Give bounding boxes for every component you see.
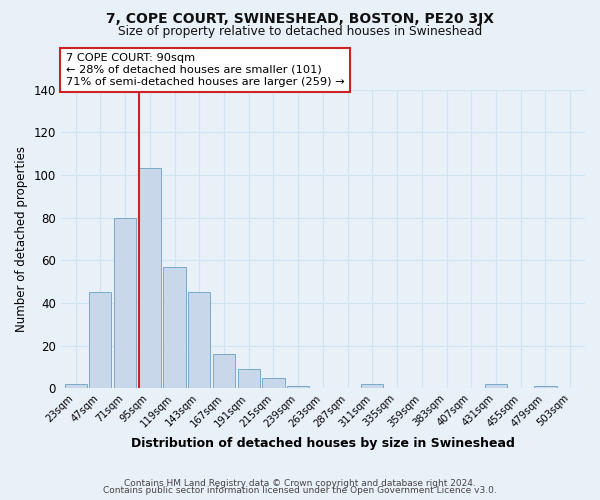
Y-axis label: Number of detached properties: Number of detached properties — [15, 146, 28, 332]
Bar — [213, 354, 235, 388]
Text: 7 COPE COURT: 90sqm
← 28% of detached houses are smaller (101)
71% of semi-detac: 7 COPE COURT: 90sqm ← 28% of detached ho… — [66, 54, 344, 86]
Text: Contains public sector information licensed under the Open Government Licence v3: Contains public sector information licen… — [103, 486, 497, 495]
Bar — [485, 384, 507, 388]
Bar — [238, 369, 260, 388]
Bar — [163, 266, 185, 388]
Text: Contains HM Land Registry data © Crown copyright and database right 2024.: Contains HM Land Registry data © Crown c… — [124, 478, 476, 488]
Bar — [361, 384, 383, 388]
Text: 7, COPE COURT, SWINESHEAD, BOSTON, PE20 3JX: 7, COPE COURT, SWINESHEAD, BOSTON, PE20 … — [106, 12, 494, 26]
Bar — [262, 378, 284, 388]
X-axis label: Distribution of detached houses by size in Swineshead: Distribution of detached houses by size … — [131, 437, 515, 450]
Bar — [65, 384, 87, 388]
Bar — [139, 168, 161, 388]
Bar — [287, 386, 309, 388]
Text: Size of property relative to detached houses in Swineshead: Size of property relative to detached ho… — [118, 25, 482, 38]
Bar — [114, 218, 136, 388]
Bar — [535, 386, 557, 388]
Bar — [89, 292, 112, 388]
Bar — [188, 292, 211, 388]
